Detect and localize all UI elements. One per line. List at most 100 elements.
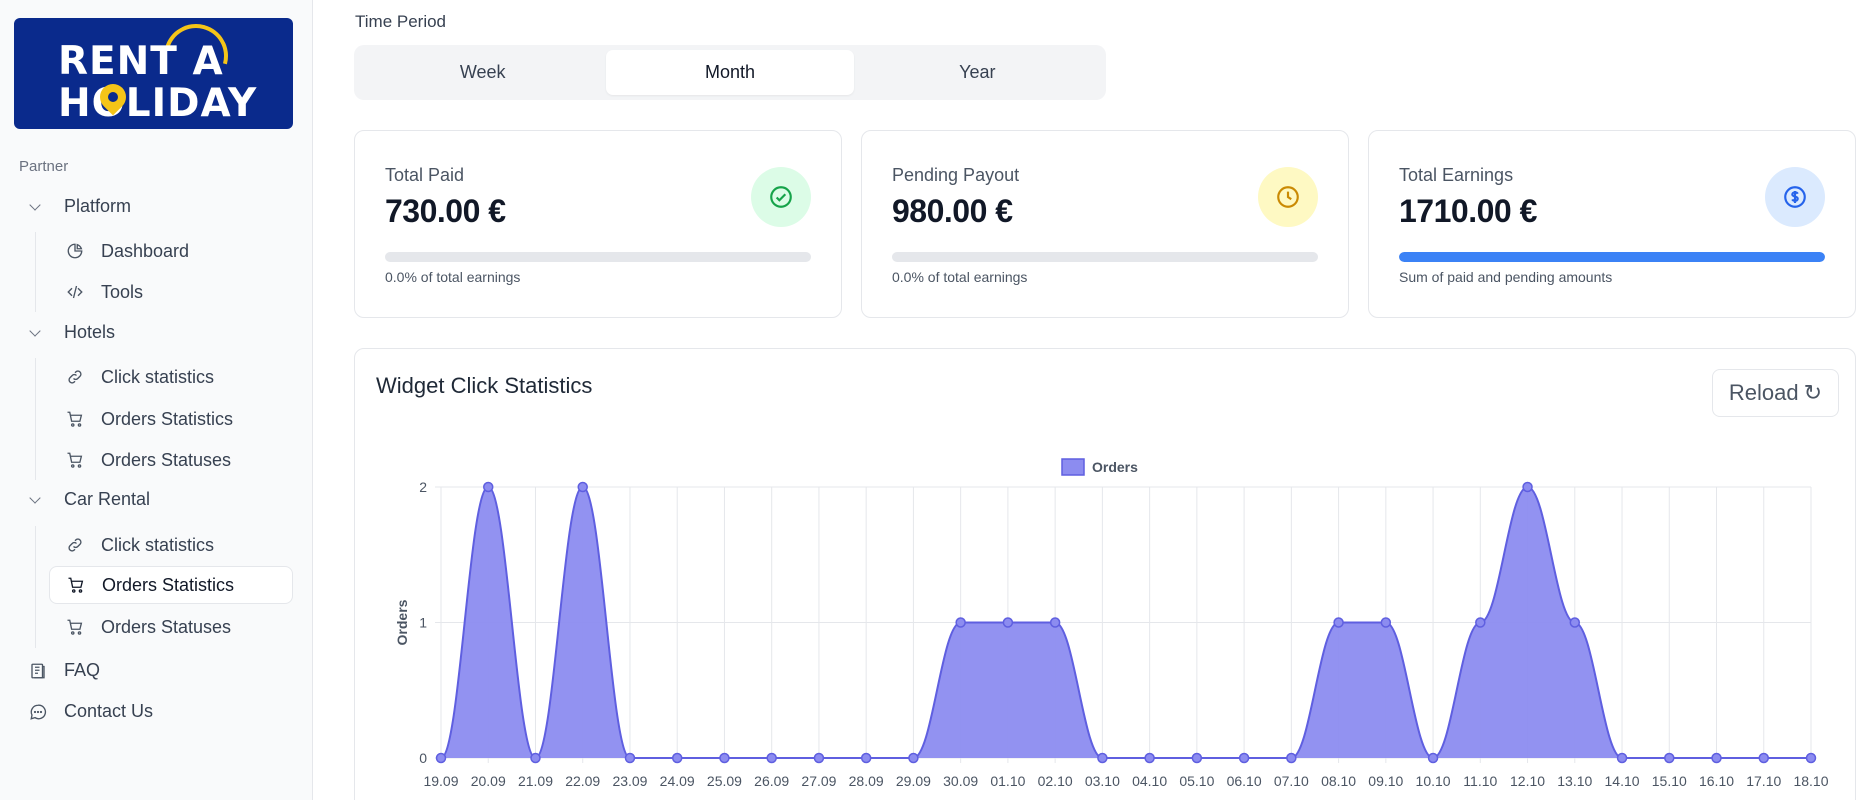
card-note: 0.0% of total earnings xyxy=(385,269,521,285)
total-earnings-card: Total Earnings 1710.00 € Sum of paid and… xyxy=(1368,130,1856,318)
card-note: Sum of paid and pending amounts xyxy=(1399,269,1613,285)
legend-label: Orders xyxy=(1092,459,1138,475)
sidebar-item-label: Click statistics xyxy=(101,366,215,387)
sidebar-item-label: Dashboard xyxy=(101,240,190,261)
sidebar-item-label: Click statistics xyxy=(101,534,215,555)
card-note: 0.0% of total earnings xyxy=(892,269,1028,285)
time-period-selector: Week Month Year xyxy=(354,45,1106,100)
clock-icon xyxy=(1258,167,1318,227)
sidebar-item-dashboard[interactable]: Dashboard xyxy=(49,232,293,270)
data-point xyxy=(813,752,825,764)
x-tick-label: 05.10 xyxy=(1179,773,1214,789)
data-point xyxy=(577,481,588,493)
x-tick-label: 28.09 xyxy=(849,773,884,789)
data-point xyxy=(530,752,541,764)
data-point xyxy=(1286,752,1297,764)
pie-chart-icon xyxy=(65,241,85,261)
data-point xyxy=(1097,752,1108,764)
progress-fill xyxy=(1399,252,1825,262)
reload-button[interactable]: Reload ↻ xyxy=(1712,369,1839,417)
series-line-orders xyxy=(440,485,1811,760)
sidebar-item-label: Contact Us xyxy=(64,701,154,721)
nav-tree-line xyxy=(35,526,36,648)
cart-icon xyxy=(65,450,85,470)
period-option-month[interactable]: Month xyxy=(606,50,854,95)
x-tick-label: 21.09 xyxy=(518,773,553,789)
sidebar-item-label: Orders Statistics xyxy=(102,574,235,595)
x-tick-label: 09.10 xyxy=(1368,773,1403,789)
y-axis-label: Orders xyxy=(394,599,410,645)
data-point xyxy=(482,481,494,493)
data-point xyxy=(719,752,730,764)
x-tick-label: 20.09 xyxy=(471,773,506,789)
x-tick-label: 07.10 xyxy=(1274,773,1309,789)
data-point xyxy=(1569,617,1581,628)
sidebar-item-car-orders-statuses[interactable]: Orders Statuses xyxy=(49,608,293,646)
cart-icon xyxy=(65,409,85,429)
series-area-orders xyxy=(441,487,1811,758)
x-tick-label: 14.10 xyxy=(1605,773,1640,789)
sidebar-item-tools[interactable]: Tools xyxy=(49,273,293,311)
x-tick-label: 18.10 xyxy=(1793,773,1828,789)
x-tick-label: 24.09 xyxy=(660,773,695,789)
data-point xyxy=(766,752,777,764)
progress-bar xyxy=(385,252,811,262)
x-tick-label: 16.10 xyxy=(1699,773,1734,789)
data-point xyxy=(1427,752,1439,764)
nav-group-car-rental[interactable]: Car Rental xyxy=(28,489,150,510)
x-tick-label: 27.09 xyxy=(801,773,836,789)
card-value: 1710.00 € xyxy=(1399,193,1537,229)
data-point xyxy=(435,752,447,764)
data-point xyxy=(1191,752,1203,764)
data-point xyxy=(1144,752,1155,764)
nav-group-hotels[interactable]: Hotels xyxy=(28,322,115,343)
data-point xyxy=(1049,617,1061,628)
x-tick-label: 23.09 xyxy=(612,773,647,789)
total-paid-card: Total Paid 730.00 € 0.0% of total earnin… xyxy=(354,130,842,318)
card-value: 980.00 € xyxy=(892,193,1013,229)
sidebar-item-contact-us[interactable]: Contact Us xyxy=(28,701,153,722)
logo-line-1: RENT A xyxy=(58,39,224,84)
sidebar-item-hotels-click-statistics[interactable]: Click statistics xyxy=(49,358,293,396)
data-point xyxy=(624,752,636,764)
card-title: Total Paid xyxy=(385,165,465,185)
x-tick-label: 26.09 xyxy=(754,773,789,789)
data-point xyxy=(1002,617,1014,628)
dollar-circle-icon xyxy=(1765,167,1825,227)
data-point xyxy=(1380,617,1392,628)
data-point xyxy=(1805,752,1817,764)
nav-tree-line xyxy=(35,358,36,480)
logo-line-2: HOLIDAY xyxy=(58,81,258,126)
card-title: Pending Payout xyxy=(892,165,1020,185)
chart-card-title: Widget Click Statistics xyxy=(376,373,593,398)
data-point xyxy=(1333,617,1344,628)
x-tick-label: 15.10 xyxy=(1652,773,1687,789)
x-tick-label: 17.10 xyxy=(1746,773,1781,789)
card-value: 730.00 € xyxy=(385,193,506,229)
period-option-year[interactable]: Year xyxy=(959,62,996,82)
sidebar-item-car-orders-statistics[interactable]: Orders Statistics xyxy=(49,566,293,604)
data-point xyxy=(671,752,683,764)
sidebar-item-label: Orders Statuses xyxy=(101,616,232,637)
sidebar-item-hotels-orders-statistics[interactable]: Orders Statistics xyxy=(49,400,293,438)
sidebar-item-faq[interactable]: FAQ xyxy=(28,660,100,681)
sidebar-item-car-click-statistics[interactable]: Click statistics xyxy=(49,526,293,564)
section-label-partner: Partner xyxy=(19,158,69,175)
sidebar-item-hotels-orders-statuses[interactable]: Orders Statuses xyxy=(49,441,293,479)
period-option-week[interactable]: Week xyxy=(459,62,506,82)
x-tick-label: 04.10 xyxy=(1132,773,1167,789)
nav-group-label: Car Rental xyxy=(64,489,151,509)
x-tick-label: 03.10 xyxy=(1085,773,1120,789)
y-tick-label: 0 xyxy=(419,750,427,766)
nav-group-platform[interactable]: Platform xyxy=(28,196,131,217)
rent-a-holiday-logo[interactable]: RENT A HOLIDAY xyxy=(14,18,293,129)
x-tick-label: 10.10 xyxy=(1416,773,1451,789)
data-point xyxy=(1664,752,1675,764)
legend-swatch xyxy=(1061,458,1085,476)
x-tick-label: 12.10 xyxy=(1510,773,1545,789)
sidebar-item-label: Orders Statuses xyxy=(101,449,232,470)
cart-icon xyxy=(66,575,86,595)
x-tick-label: 11.10 xyxy=(1463,773,1497,789)
x-tick-label: 30.09 xyxy=(943,773,978,789)
